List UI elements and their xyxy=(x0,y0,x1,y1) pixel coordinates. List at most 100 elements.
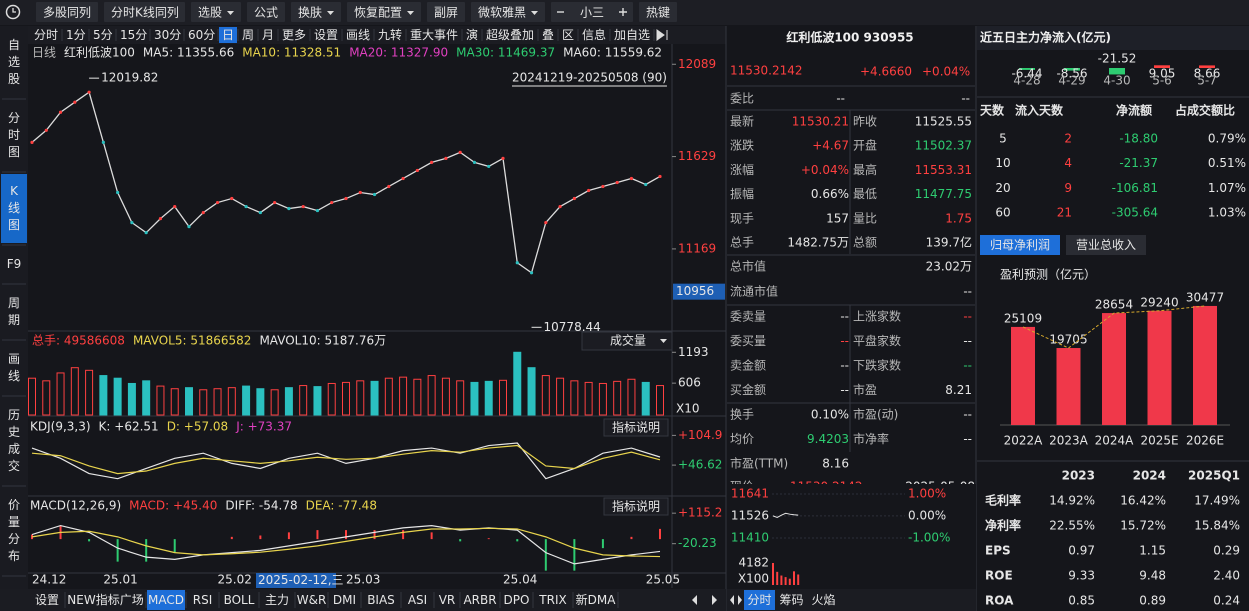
side-tab[interactable] xyxy=(1,488,27,574)
extreme-label: 12019.82 xyxy=(101,71,158,85)
legend-item: DEA: -77.48 xyxy=(306,499,377,513)
quote-tab[interactable] xyxy=(744,590,775,610)
clock-hand xyxy=(12,8,16,13)
quote-value: -- xyxy=(963,432,972,446)
period-tab[interactable]: 15分 xyxy=(120,28,147,42)
side-tab[interactable] xyxy=(1,101,27,170)
bottom-tab[interactable] xyxy=(147,590,185,610)
tab-scroll-left[interactable] xyxy=(692,595,697,605)
toolbar-button[interactable] xyxy=(291,2,341,22)
unit-label: X100 xyxy=(738,572,769,586)
price-point xyxy=(501,156,505,160)
bottom-tab[interactable] xyxy=(574,590,617,610)
side-tab[interactable] xyxy=(1,28,27,97)
toolbar-button[interactable] xyxy=(247,2,285,22)
quote-value: 11502.37 xyxy=(915,139,972,153)
price-pct: +0.04% xyxy=(922,65,970,79)
period-tab[interactable]: 叠 xyxy=(542,28,554,42)
period-tab[interactable]: 设置 xyxy=(314,28,338,42)
bottom-tab[interactable] xyxy=(296,590,327,610)
period-tab[interactable]: 周 xyxy=(242,28,254,42)
period-tab[interactable]: 区 xyxy=(562,28,574,42)
volume-bar xyxy=(85,369,94,416)
pct-label: 1.00% xyxy=(908,487,946,501)
bottom-tab[interactable] xyxy=(66,590,145,610)
period-tab[interactable]: 月 xyxy=(262,28,274,42)
side-tab[interactable] xyxy=(1,398,27,484)
period-tab[interactable]: 加自选 xyxy=(614,28,650,42)
period-tab[interactable]: 九转 xyxy=(378,27,402,42)
y-tick-label: 606 xyxy=(678,376,701,390)
table-header: 占成交额比 xyxy=(1175,103,1235,118)
period-tab[interactable]: 30分 xyxy=(154,28,181,42)
toolbar-button[interactable] xyxy=(639,2,677,22)
price-point xyxy=(544,221,548,225)
toolbar-button[interactable] xyxy=(36,2,98,22)
tab-scroll-right[interactable] xyxy=(712,595,717,605)
volume-bar xyxy=(441,377,450,416)
table-cell: 0.29 xyxy=(1213,544,1240,558)
bottom-tab[interactable] xyxy=(30,590,64,610)
period-tab[interactable]: 分时 xyxy=(34,28,58,42)
period-tab[interactable]: 重大事件 xyxy=(410,28,458,42)
metric-button[interactable] xyxy=(1066,235,1146,255)
side-tab[interactable] xyxy=(1,286,27,338)
indicator-selector[interactable] xyxy=(581,331,673,351)
pct-label: -1.00% xyxy=(908,531,950,545)
toolbar-button[interactable] xyxy=(427,2,465,22)
price-point xyxy=(201,210,205,215)
bottom-tab[interactable] xyxy=(534,590,572,610)
period-tab[interactable]: 更多 xyxy=(282,28,306,42)
period-tab[interactable]: 演 xyxy=(466,27,478,42)
volume-bar xyxy=(213,388,222,416)
toolbar-button[interactable] xyxy=(191,2,241,22)
indicator-button[interactable] xyxy=(603,497,669,516)
bottom-tab[interactable] xyxy=(220,590,258,610)
dropdown-arrow xyxy=(407,11,414,15)
bottom-tab[interactable] xyxy=(362,590,400,610)
table-cell: 17.49% xyxy=(1194,494,1240,508)
side-tab[interactable] xyxy=(1,247,27,282)
period-tab[interactable]: 日 xyxy=(222,28,234,42)
period-tab[interactable]: 画线 xyxy=(346,28,370,42)
unit-label: X10 xyxy=(676,402,700,416)
toolbar-button[interactable] xyxy=(551,2,633,22)
period-tab[interactable]: 超级叠加 xyxy=(486,27,534,42)
d-line xyxy=(31,444,661,475)
indicator-button[interactable] xyxy=(603,418,669,437)
side-tab[interactable] xyxy=(1,174,27,243)
security-name: 红利低波100 930955 xyxy=(786,30,913,45)
bottom-tab[interactable] xyxy=(187,590,218,610)
bottom-tab[interactable] xyxy=(461,590,499,610)
clock-icon[interactable] xyxy=(5,4,21,20)
period-tab[interactable]: 1分 xyxy=(66,28,86,42)
bottom-tab[interactable] xyxy=(402,590,433,610)
quote-tab[interactable] xyxy=(776,590,807,610)
x-tick-label: 2024A xyxy=(1095,434,1135,448)
metric-button[interactable] xyxy=(980,235,1060,255)
toolbar-button[interactable] xyxy=(471,2,545,22)
quote-tab[interactable] xyxy=(808,590,839,610)
quote-value: 139.7亿 xyxy=(926,235,972,250)
next-icon[interactable] xyxy=(656,29,668,41)
toolbar-button[interactable] xyxy=(347,2,421,22)
period-tab[interactable]: 60分 xyxy=(188,28,215,42)
period-tab[interactable]: 5分 xyxy=(93,28,113,42)
x-tick-label: 25.04 xyxy=(503,573,537,587)
bottom-tab[interactable] xyxy=(435,590,459,610)
quote-label: 总额 xyxy=(853,236,877,250)
quote-value: 1.75 xyxy=(945,211,972,225)
quote-tab-arrows[interactable] xyxy=(730,595,742,605)
table-cell: 0.79% xyxy=(1208,132,1246,146)
legend-item: MA60: 11559.62 xyxy=(563,46,662,60)
side-tab[interactable] xyxy=(1,342,27,394)
volume-bar xyxy=(384,377,393,416)
toolbar-button[interactable] xyxy=(104,2,185,22)
bottom-tab[interactable] xyxy=(260,590,294,610)
table-cell: -305.64 xyxy=(1112,206,1158,220)
volume-bar xyxy=(613,380,622,416)
bottom-tab[interactable] xyxy=(329,590,360,610)
period-tab[interactable]: 信息 xyxy=(582,27,606,42)
bottom-tab-label: DMI xyxy=(333,593,356,607)
bottom-tab[interactable] xyxy=(501,590,532,610)
